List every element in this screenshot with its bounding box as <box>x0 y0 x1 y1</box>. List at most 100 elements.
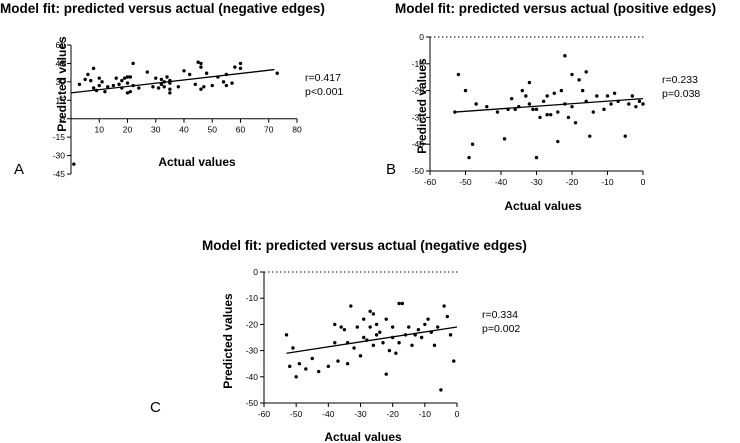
panel-a-data-point <box>151 85 155 89</box>
panel-c-data-point <box>371 343 376 348</box>
panel-b-ytick-label: 0 <box>419 32 424 42</box>
panel-c-stat-r: r=0.334 <box>482 309 518 321</box>
panel-a-data-point <box>199 65 203 69</box>
panel-b-data-point <box>517 104 521 109</box>
panel-a-data-point <box>97 76 101 80</box>
panel-c-data-point <box>390 335 395 340</box>
panel-a-ytick-label: -45 <box>53 169 66 179</box>
panel-c-data-point <box>333 322 337 327</box>
panel-b-xtick-label: -50 <box>459 177 472 187</box>
panel-a-data-point <box>145 70 149 74</box>
panel-a-data-point <box>230 81 234 85</box>
panel-c-data-point <box>362 317 366 321</box>
panel-c-data-point <box>297 362 302 366</box>
panel-a-data-point <box>72 162 76 166</box>
panel-c-data-point <box>342 327 347 332</box>
panel-a-data-point <box>168 81 172 85</box>
panel-b-title: Model fit: predicted versus actual (posi… <box>395 1 716 16</box>
panel-b-fit-line <box>454 97 644 113</box>
panel-a-data-point <box>176 85 181 89</box>
panel-a-xtick-label: 10 <box>95 125 105 135</box>
panel-b-data-point <box>641 102 645 106</box>
panel-b-data-point <box>584 99 588 104</box>
panel-a-data-point <box>125 91 130 95</box>
panel-c-xtick-label: -30 <box>354 409 367 419</box>
panel-c-data-point <box>436 325 440 329</box>
panel-c-data-point <box>362 335 366 340</box>
panel-c-data-point <box>349 304 353 308</box>
panel-a-data-point <box>91 66 96 71</box>
panel-c-data-point <box>368 309 372 313</box>
panel-b-data-point <box>527 102 532 106</box>
panel-b-ylabel: Predicted values <box>415 58 429 154</box>
panel-a-data-point <box>162 80 166 84</box>
panel-a-xlabel: Actual values <box>158 155 236 169</box>
panel-c-data-point <box>429 330 433 334</box>
panel-a-xtick-label: 20 <box>123 125 133 135</box>
panel-a-data-point <box>131 83 135 88</box>
panel-c-data-point <box>368 325 372 329</box>
panel-a-data-point <box>165 75 169 79</box>
panel-c-data-point <box>371 312 376 316</box>
panel-b-data-point <box>634 104 638 109</box>
panel-c-data-point <box>365 338 369 342</box>
panel-b-data-point <box>609 102 613 106</box>
panel-c-data-point <box>448 333 453 337</box>
panel-b-xtick-label: -40 <box>495 177 508 187</box>
panel-c-xlabel: Actual values <box>324 430 402 443</box>
panel-b-data-point <box>602 107 606 112</box>
panel-c-data-point <box>352 346 356 350</box>
panel-b-data-point <box>588 134 592 138</box>
panel-a-data-point <box>233 65 237 69</box>
panel-a-stat-r: r=0.417 <box>305 72 341 84</box>
panel-c-data-point <box>284 333 289 337</box>
panel-b-xtick-label: -60 <box>424 177 437 187</box>
panel-c-ylabel: Predicted values <box>221 293 235 389</box>
panel-c-xtick-label: 0 <box>455 409 460 419</box>
panel-a-data-point <box>120 86 124 90</box>
panel-a-plot-area: -45 -30 -15 0 15 30 45 60 10 20 30 40 50 60 70 80 <box>53 40 302 179</box>
panel-b-ytick-label: -50 <box>412 166 425 176</box>
panel-b-data-point <box>534 107 539 112</box>
panel-b-letter: B <box>386 161 396 178</box>
panel-a-xtick-label: 30 <box>151 125 161 135</box>
panel-a-data-point <box>159 82 164 87</box>
panel-a-data-point <box>86 72 90 77</box>
panel-c-ytick-label: -30 <box>246 346 259 356</box>
panel-c-data-point <box>316 369 321 374</box>
panel-c-data-point <box>374 333 379 337</box>
panel-b-data-point <box>570 104 574 109</box>
panel-c-data-point <box>416 327 421 332</box>
panel-c-data-point <box>410 343 414 348</box>
panel-b-data-point <box>616 99 620 104</box>
panel-c-data-point <box>384 372 388 376</box>
panel-c-data-point <box>394 351 398 355</box>
panel-a-data-point <box>199 61 203 66</box>
panel-b-data-point <box>573 121 578 125</box>
panel-c-data-point <box>439 388 443 392</box>
panel-c-xtick-label: -40 <box>322 409 335 419</box>
panel-a-data-point <box>187 72 192 77</box>
panel-c-data-point <box>426 317 430 321</box>
panel-c-data-point <box>397 341 401 345</box>
panel-b-data-point <box>623 134 627 138</box>
panel-a-data-point <box>128 89 133 94</box>
panel-b-data-point <box>584 70 588 74</box>
panel-b-data-point <box>485 104 489 109</box>
panel-a-data-point <box>168 78 172 83</box>
panel-b-data-point <box>545 94 549 98</box>
panel-b-xtick-label: -30 <box>530 177 543 187</box>
panel-b-data-point <box>595 94 599 98</box>
panel-b-data-point <box>541 99 546 104</box>
panel-c-ytick-label: -40 <box>246 372 259 382</box>
panel-b-data-point <box>612 91 617 95</box>
panel-a-data-point <box>182 69 186 73</box>
panel-c-ytick-label: 0 <box>253 267 258 277</box>
panel-a-data-point <box>117 82 121 87</box>
panel-c-data-point <box>387 348 392 353</box>
panel-c-data-point <box>381 341 385 345</box>
panel-c-data-point <box>407 325 411 329</box>
panel-c-data-point <box>339 325 343 329</box>
panel-c-data-point <box>294 375 298 379</box>
panel-c-ytick-label: -50 <box>246 398 259 408</box>
